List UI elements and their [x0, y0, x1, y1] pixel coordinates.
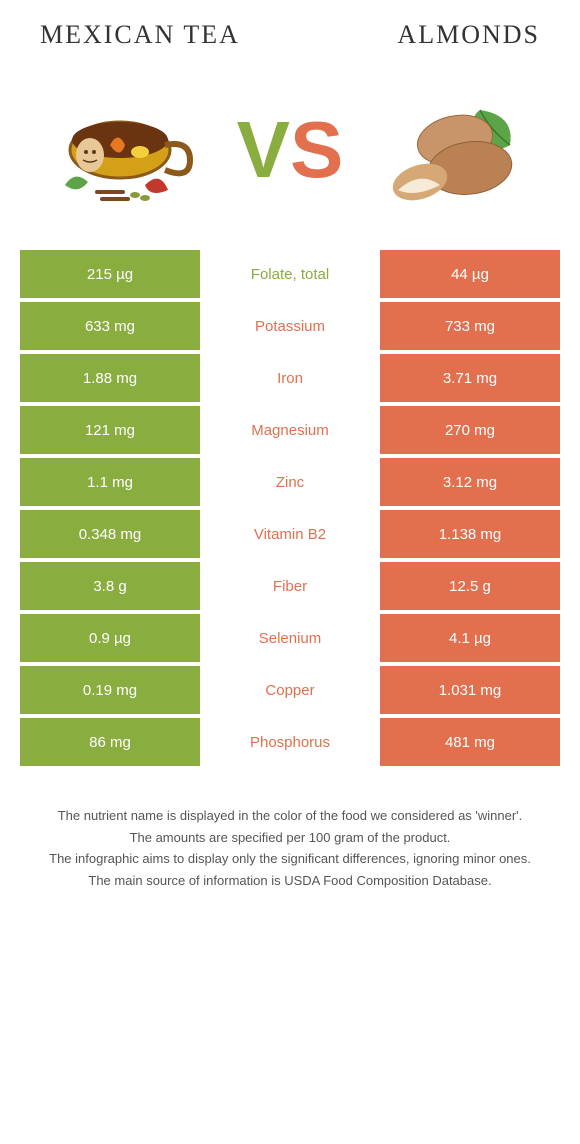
- right-value-cell: 733 mg: [380, 302, 560, 350]
- table-row: 0.348 mgVitamin B21.138 mg: [20, 510, 560, 558]
- right-food-title: Almonds: [397, 20, 540, 50]
- footnote-line: The amounts are specified per 100 gram o…: [40, 828, 540, 848]
- nutrient-label: Zinc: [200, 458, 380, 506]
- table-row: 633 mgPotassium733 mg: [20, 302, 560, 350]
- titles-row: Mexican tea Almonds: [20, 20, 560, 80]
- table-row: 121 mgMagnesium270 mg: [20, 406, 560, 454]
- left-value-cell: 86 mg: [20, 718, 200, 766]
- comparison-table: 215 µgFolate, total44 µg633 mgPotassium7…: [20, 250, 560, 796]
- table-row: 215 µgFolate, total44 µg: [20, 250, 560, 298]
- nutrient-label: Potassium: [200, 302, 380, 350]
- right-value-cell: 481 mg: [380, 718, 560, 766]
- mexican-tea-icon: [50, 90, 200, 210]
- left-value-cell: 1.1 mg: [20, 458, 200, 506]
- right-value-cell: 1.031 mg: [380, 666, 560, 714]
- left-value-cell: 3.8 g: [20, 562, 200, 610]
- infographic-container: Mexican tea Almonds VS: [0, 0, 580, 922]
- left-value-cell: 215 µg: [20, 250, 200, 298]
- hero-row: VS: [20, 80, 560, 250]
- left-value-cell: 633 mg: [20, 302, 200, 350]
- table-row: 0.19 mgCopper1.031 mg: [20, 666, 560, 714]
- right-value-cell: 270 mg: [380, 406, 560, 454]
- right-value-cell: 44 µg: [380, 250, 560, 298]
- right-value-cell: 12.5 g: [380, 562, 560, 610]
- nutrient-label: Folate, total: [200, 250, 380, 298]
- right-value-cell: 3.71 mg: [380, 354, 560, 402]
- left-value-cell: 0.348 mg: [20, 510, 200, 558]
- table-row: 86 mgPhosphorus481 mg: [20, 718, 560, 766]
- table-row: 0.9 µgSelenium4.1 µg: [20, 614, 560, 662]
- left-value-cell: 0.19 mg: [20, 666, 200, 714]
- footnotes-block: The nutrient name is displayed in the co…: [20, 796, 560, 902]
- left-value-cell: 1.88 mg: [20, 354, 200, 402]
- nutrient-label: Fiber: [200, 562, 380, 610]
- vs-label: VS: [237, 110, 344, 190]
- nutrient-label: Vitamin B2: [200, 510, 380, 558]
- nutrient-label: Magnesium: [200, 406, 380, 454]
- right-value-cell: 1.138 mg: [380, 510, 560, 558]
- left-food-title: Mexican tea: [40, 20, 240, 50]
- nutrient-label: Copper: [200, 666, 380, 714]
- footnote-line: The infographic aims to display only the…: [40, 849, 540, 869]
- table-row: 1.88 mgIron3.71 mg: [20, 354, 560, 402]
- nutrient-label: Selenium: [200, 614, 380, 662]
- left-value-cell: 121 mg: [20, 406, 200, 454]
- footnote-line: The nutrient name is displayed in the co…: [40, 806, 540, 826]
- nutrient-label: Iron: [200, 354, 380, 402]
- nutrient-label: Phosphorus: [200, 718, 380, 766]
- right-value-cell: 3.12 mg: [380, 458, 560, 506]
- table-row: 1.1 mgZinc3.12 mg: [20, 458, 560, 506]
- left-value-cell: 0.9 µg: [20, 614, 200, 662]
- footnote-line: The main source of information is USDA F…: [40, 871, 540, 891]
- table-row: 3.8 gFiber12.5 g: [20, 562, 560, 610]
- almonds-icon: [380, 90, 530, 210]
- right-value-cell: 4.1 µg: [380, 614, 560, 662]
